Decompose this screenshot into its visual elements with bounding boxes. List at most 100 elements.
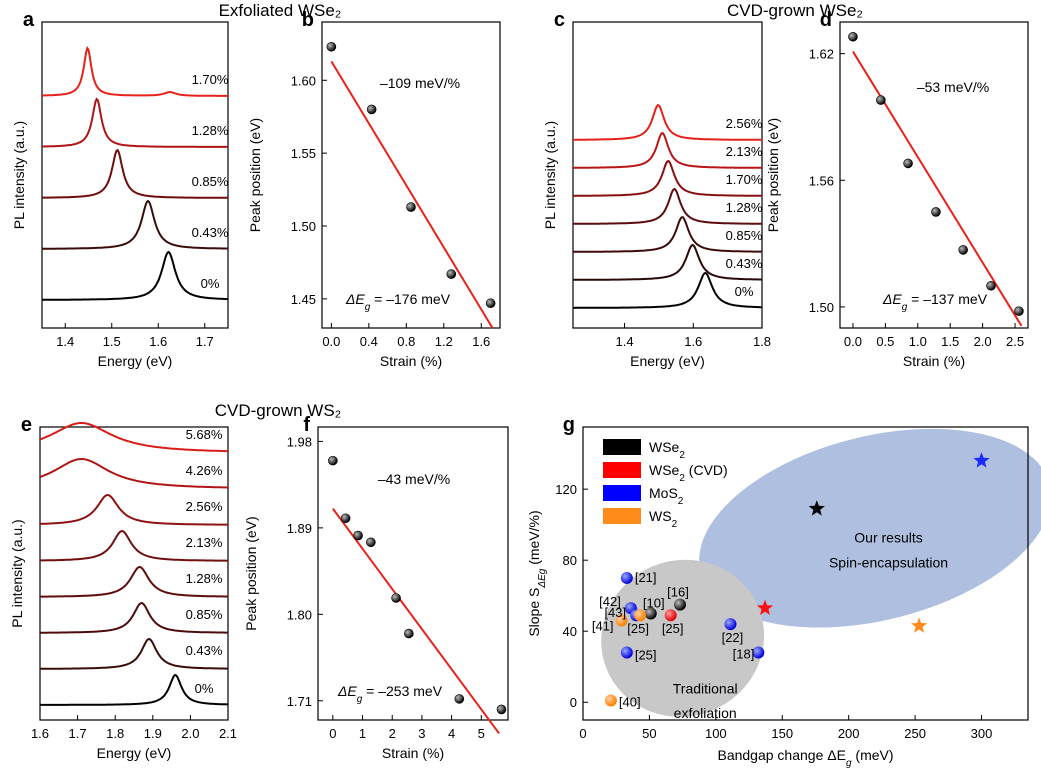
panel-letter: b (302, 9, 314, 31)
panel-frame (39, 426, 229, 721)
literature-point (724, 618, 737, 631)
data-point (958, 245, 968, 255)
x-axis-label-part: Bandgap change ΔE (717, 747, 845, 763)
region-spin-encapsulation (699, 428, 1041, 628)
y-tick-label: 1.80 (287, 607, 312, 622)
spectrum-2.56% (572, 103, 762, 141)
legend-entry-part: 2 (679, 450, 685, 461)
fit-line (332, 508, 500, 735)
reference-label: [21] (635, 570, 657, 585)
our-result-star (911, 617, 928, 633)
delta-eg-annotation-part: g (357, 694, 363, 705)
spectrum-0.85% (573, 216, 763, 253)
x-tick-label: 1.5 (941, 334, 959, 349)
spectrum-2.56% (40, 493, 228, 526)
reference-label: [43] (604, 605, 626, 620)
group-title: Exfoliated WSe₂ (219, 1, 342, 20)
y-axis-label: Peak position (eV) (247, 118, 263, 232)
legend-entry: MoS2 (649, 485, 684, 507)
spectrum-1.70% (42, 45, 228, 97)
series-label: 0.85% (726, 228, 763, 243)
y-tick-label: 0 (570, 695, 577, 710)
x-axis-label: Strain (%) (380, 353, 442, 369)
x-tick-label: 1.5 (103, 334, 121, 349)
y-axis-label: PL intensity (a.u.) (11, 121, 27, 229)
y-tick-label: 1.50 (291, 219, 316, 234)
reference-label: [41] (592, 619, 614, 634)
series-label: 0% (201, 276, 220, 291)
x-axis-label-part: (meV) (852, 747, 894, 763)
panel-letter: c (554, 9, 565, 31)
reference-label: [42] (599, 594, 621, 609)
series-label: 2.13% (726, 144, 763, 159)
x-tick-label: 100 (705, 726, 727, 741)
x-tick-label: 1.8 (106, 726, 124, 741)
series-label: 0.85% (186, 607, 223, 622)
y-axis-label: Peak position (eV) (765, 118, 781, 232)
legend-entry-part: MoS (649, 485, 678, 501)
spectrum-0.43% (40, 637, 228, 670)
x-tick-label: 1 (359, 726, 366, 741)
series-label: 2.56% (726, 116, 763, 131)
x-axis-label: Energy (eV) (630, 353, 705, 369)
spectrum-0.43% (573, 243, 762, 281)
series-label: 1.70% (192, 72, 229, 87)
y-tick-label: 1.89 (287, 521, 312, 536)
legend-entry: WSe2 (CVD) (649, 462, 728, 484)
series-label: 0.85% (192, 174, 229, 189)
our-result-star (973, 452, 990, 468)
region-traditional-exfoliation (601, 559, 765, 717)
delta-eg-annotation-part: = –137 meV (907, 291, 987, 307)
legend-entry-part: 2 (672, 519, 678, 530)
reference-label: [16] (667, 585, 689, 600)
delta-eg-annotation: ΔEg = –253 meV (337, 683, 443, 705)
data-point (876, 95, 886, 105)
panel-frame (317, 426, 509, 721)
region-label: exfoliation (674, 705, 737, 721)
panel-frame (572, 21, 763, 329)
x-tick-label: 1.2 (435, 334, 453, 349)
slope-annotation: –43 meV/% (378, 471, 450, 487)
fit-line (330, 60, 494, 329)
series-label: 1.70% (726, 172, 763, 187)
legend-swatch (603, 462, 641, 478)
region-label: Our results (854, 529, 922, 545)
legend-swatch (603, 485, 641, 501)
data-point (366, 104, 377, 115)
x-tick-label: 50 (642, 726, 656, 741)
slope-annotation: –109 meV/% (380, 75, 460, 91)
data-point (404, 628, 414, 639)
x-tick-label: 2 (389, 726, 396, 741)
group-title: CVD-grown WSe₂ (727, 1, 863, 20)
data-point (353, 530, 363, 541)
x-tick-label: 1.8 (753, 334, 771, 349)
literature-point (620, 571, 633, 584)
spectrum-0% (42, 250, 229, 301)
delta-eg-annotation-part: ΔE (345, 291, 365, 307)
reference-label: [25] (635, 648, 657, 663)
our-result-star (756, 599, 774, 615)
x-tick-label: 150 (771, 726, 793, 741)
spectrum-0.43% (42, 199, 228, 250)
y-tick-label: 1.60 (291, 73, 316, 88)
spectrum-0% (40, 673, 228, 706)
legend-entry-part: WS (649, 508, 672, 524)
spectrum-5.68% (39, 422, 228, 453)
x-tick-label: 0.0 (844, 334, 862, 349)
legend-swatch (603, 508, 641, 524)
delta-eg-annotation-part: ΔE (882, 291, 902, 307)
y-tick-label: 1.45 (291, 292, 316, 307)
spectrum-1.28% (40, 565, 228, 598)
data-point (328, 455, 338, 466)
x-tick-label: 0 (329, 726, 336, 741)
y-tick-label: 120 (555, 482, 577, 497)
y-axis-label-part: Slope S (526, 588, 542, 637)
spectrum-1.28% (573, 187, 762, 225)
delta-eg-annotation-part: = –253 meV (362, 683, 442, 699)
literature-point (664, 609, 677, 622)
literature-point (752, 646, 765, 659)
x-axis-label-part: g (846, 758, 852, 769)
spectrum-2.13% (40, 529, 228, 562)
x-tick-label: 2.0 (974, 334, 992, 349)
